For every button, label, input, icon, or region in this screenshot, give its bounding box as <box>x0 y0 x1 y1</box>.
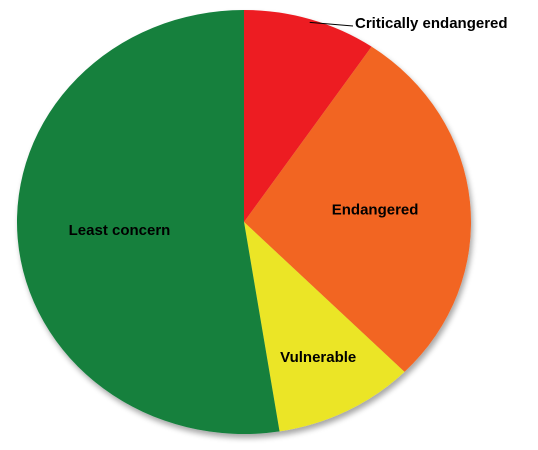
slice-vulnerable <box>244 222 405 432</box>
label-endangered: Endangered <box>332 201 419 218</box>
callout-line-critically-endangered <box>309 21 354 27</box>
slice-least-concern <box>17 10 280 434</box>
label-vulnerable: Vulnerable <box>280 349 356 366</box>
pie-labels: Critically endangered Endangered Vulnerabl… <box>69 15 508 366</box>
label-critically-endangered: Critically endangered <box>355 15 508 32</box>
label-least-concern: Least concern <box>69 222 171 239</box>
slice-endangered <box>244 46 471 372</box>
slice-critically-endangered <box>244 10 372 222</box>
pie-slices <box>17 10 471 434</box>
